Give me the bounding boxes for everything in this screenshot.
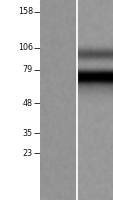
Text: 48: 48 bbox=[23, 98, 33, 108]
Text: 79: 79 bbox=[23, 66, 33, 74]
Text: 106: 106 bbox=[18, 44, 33, 52]
Text: 35: 35 bbox=[23, 129, 33, 138]
Text: 158: 158 bbox=[18, 7, 33, 17]
Text: 23: 23 bbox=[23, 148, 33, 158]
